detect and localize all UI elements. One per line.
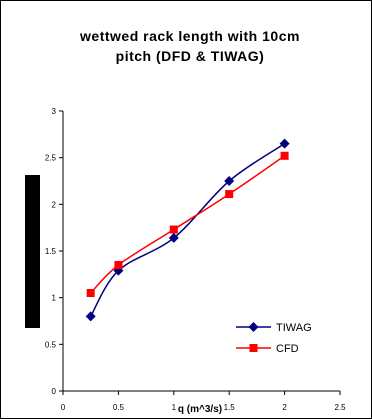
data-point-cfd xyxy=(225,190,234,199)
data-point-cfd xyxy=(86,289,95,297)
redaction-bar xyxy=(25,175,40,328)
data-point-cfd xyxy=(280,151,289,160)
data-point-cfd xyxy=(169,225,178,234)
chart-title-line-2: pitch (DFD & TIWAG) xyxy=(115,48,265,64)
y-tick-label: 2 xyxy=(52,200,57,209)
y-tick-label: 2.5 xyxy=(45,154,57,163)
y-tick-label: 1 xyxy=(52,294,57,303)
y-tick-label: 3 xyxy=(52,107,57,116)
chart-title: wettwed rack length with 10cm pitch (DFD… xyxy=(30,26,350,66)
x-tick-label: 1 xyxy=(172,403,177,412)
data-point-cfd xyxy=(114,261,123,269)
legend-marker-cfd xyxy=(249,344,258,352)
x-tick-label: 1.5 xyxy=(224,403,236,412)
chart-title-line-1: wettwed rack length with 10cm xyxy=(80,28,300,44)
data-point-tiwag xyxy=(168,232,179,243)
data-point-tiwag xyxy=(279,138,290,149)
x-tick-label: 0.5 xyxy=(113,403,125,412)
y-tick-label: 1.5 xyxy=(45,247,57,256)
x-tick-label: 2 xyxy=(282,403,287,412)
y-tick-label: 0 xyxy=(52,387,57,396)
x-tick-label: 2.5 xyxy=(334,403,346,412)
legend-label-cfd: CFD xyxy=(276,343,299,355)
x-axis-label: q (m^3/s) xyxy=(178,404,222,415)
legend-marker-tiwag xyxy=(248,322,259,332)
series-line-tiwag xyxy=(90,143,286,317)
y-tick-label: 0.5 xyxy=(45,340,57,349)
legend-label-tiwag: TIWAG xyxy=(276,322,312,334)
data-point-tiwag xyxy=(224,176,235,186)
x-tick-label: 0 xyxy=(61,403,66,412)
data-point-tiwag xyxy=(85,311,96,322)
